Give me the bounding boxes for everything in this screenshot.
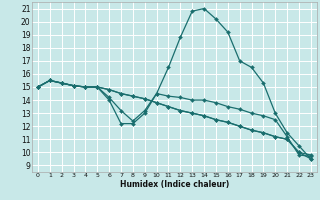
X-axis label: Humidex (Indice chaleur): Humidex (Indice chaleur) xyxy=(120,180,229,189)
